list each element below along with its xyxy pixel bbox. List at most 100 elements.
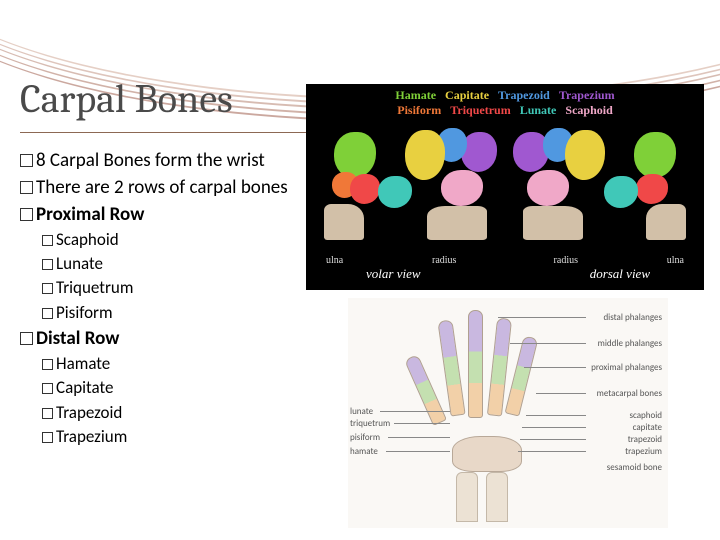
bone-scaphoid [527, 170, 569, 206]
color-legend: Hamate Capitate Trapezoid Trapezium Pisi… [306, 88, 704, 118]
sub-bullet-item: Triquetrum [42, 277, 300, 299]
diagram-label: hamate [350, 446, 378, 457]
bone-scaphoid [441, 170, 483, 206]
diagram-label: pisiform [350, 432, 380, 443]
legend-item: Triquetrum [450, 103, 510, 117]
forearm-bone [486, 472, 508, 522]
content-column: 8 Carpal Bones form the wrist There are … [20, 146, 300, 450]
lead-line [498, 317, 586, 318]
diagram-label: trapezoid [628, 434, 662, 445]
diagram-label: scaphoid [629, 410, 662, 421]
lead-line [388, 437, 450, 438]
lead-line [536, 393, 586, 394]
legend-item: Trapezium [559, 88, 615, 102]
lead-line [520, 439, 586, 440]
finger [437, 319, 465, 416]
lead-line [380, 411, 450, 412]
diagram-label: trapezium [625, 446, 662, 457]
bone-radius [427, 206, 487, 240]
bullet-icon [42, 308, 53, 319]
bullet-item: There are 2 rows of carpal bones [20, 176, 300, 200]
bullet-text: Proximal Row [36, 203, 144, 226]
lead-line [386, 451, 450, 452]
legend-item: Scaphoid [565, 103, 612, 117]
legend-item: Pisiform [397, 103, 441, 117]
bone-capitate [565, 130, 605, 180]
bullet-icon [42, 408, 53, 419]
bone-capitate [405, 130, 445, 180]
diagram-label: capitate [633, 422, 662, 433]
axis-label: radius [432, 255, 456, 266]
hand-diagram-panel: triquetrum pisiform hamate lunate scapho… [348, 298, 668, 528]
diagram-label: triquetrum [350, 418, 390, 429]
finger [404, 354, 447, 426]
diagram-label: proximal phalanges [591, 362, 662, 373]
bullet-icon [20, 332, 33, 345]
legend-item: Trapezoid [498, 88, 550, 102]
volar-cluster [316, 128, 501, 240]
sub-bullet-text: Pisiform [56, 302, 113, 323]
diagram-label: metacarpal bones [597, 388, 662, 399]
legend-item: Capitate [445, 88, 489, 102]
lead-line [526, 415, 586, 416]
bullet-icon [42, 259, 53, 270]
lead-line [524, 367, 586, 368]
legend-item: Lunate [520, 103, 557, 117]
bullet-icon [42, 359, 53, 370]
sub-bullet-text: Capitate [56, 377, 113, 398]
lead-line [518, 451, 586, 452]
bone-hamate [334, 132, 376, 178]
sub-bullet-item: Lunate [42, 253, 300, 275]
lead-line [510, 343, 586, 344]
sub-bullet-item: Trapezium [42, 426, 300, 448]
axis-label: ulna [326, 255, 343, 266]
lead-line [522, 427, 586, 428]
bullet-icon [42, 283, 53, 294]
sub-bullet-text: Scaphoid [56, 229, 119, 250]
axis-label: ulna [667, 255, 684, 266]
dorsal-cluster [509, 128, 694, 240]
sub-bullet-text: Trapezoid [56, 402, 122, 423]
bone-triquetrum [350, 174, 380, 204]
bullet-item: Distal Row [20, 327, 300, 351]
legend-item: Hamate [395, 88, 436, 102]
bullet-icon [42, 432, 53, 443]
bullet-icon [20, 181, 33, 194]
sub-bullet-item: Capitate [42, 377, 300, 399]
sub-bullet-item: Pisiform [42, 302, 300, 324]
carpal-region [452, 436, 522, 472]
bullet-text: There are 2 rows of carpal bones [36, 176, 288, 199]
bone-clusters [316, 128, 694, 240]
bullet-icon [42, 383, 53, 394]
bone-hamate [634, 132, 676, 178]
bone-lunate [604, 176, 638, 208]
view-label: dorsal view [590, 266, 650, 282]
sub-bullet-text: Trapezium [56, 426, 127, 447]
sub-bullet-text: Lunate [56, 253, 103, 274]
sub-bullet-text: Triquetrum [56, 277, 133, 298]
bullet-icon [42, 235, 53, 246]
sub-bullet-item: Trapezoid [42, 402, 300, 424]
bullet-text: Distal Row [36, 327, 119, 350]
bone-lunate [378, 176, 412, 208]
view-label: volar view [366, 266, 421, 282]
sub-bullet-item: Scaphoid [42, 229, 300, 251]
bone-radius [523, 206, 583, 240]
lead-line [394, 423, 450, 424]
bullet-item: 8 Carpal Bones form the wrist [20, 149, 300, 173]
diagram-label: middle phalanges [598, 338, 662, 349]
carpal-3d-panel: Hamate Capitate Trapezoid Trapezium Pisi… [306, 84, 704, 290]
image-area: Hamate Capitate Trapezoid Trapezium Pisi… [306, 84, 706, 532]
bone-triquetrum [636, 174, 668, 204]
sub-bullet-item: Hamate [42, 353, 300, 375]
diagram-label: sesamoid bone [607, 462, 662, 473]
bone-ulna [646, 204, 686, 240]
forearm-bone [456, 472, 478, 522]
axis-label: radius [554, 255, 578, 266]
bullet-icon [20, 154, 33, 167]
page-title: Carpal Bones [20, 76, 233, 122]
sub-bullet-text: Hamate [56, 353, 110, 374]
bullet-text: 8 Carpal Bones form the wrist [36, 149, 265, 172]
diagram-label: distal phalanges [603, 312, 662, 323]
bullet-item: Proximal Row [20, 203, 300, 227]
